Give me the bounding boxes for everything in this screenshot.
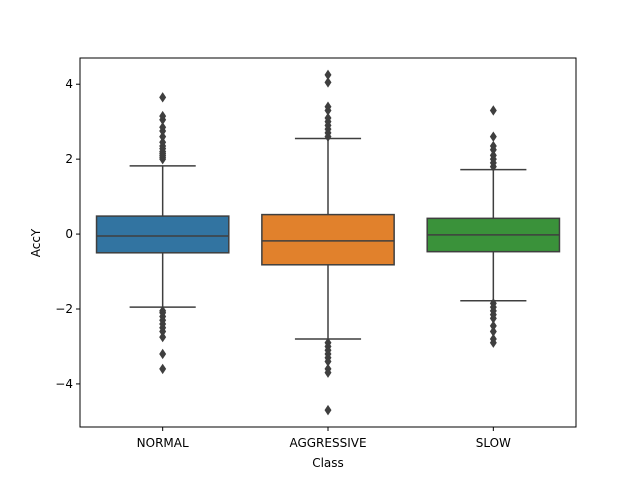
y-tick-label: 2 xyxy=(65,152,73,166)
y-tick-label: 0 xyxy=(65,227,73,241)
outlier-aggressive xyxy=(324,112,332,124)
outlier-aggressive xyxy=(324,77,332,88)
outlier-normal xyxy=(159,122,167,133)
outlier-aggressive xyxy=(324,101,332,112)
box-group-normal xyxy=(95,92,230,375)
outlier-normal xyxy=(159,348,167,360)
outlier-aggressive xyxy=(324,367,332,378)
outlier-normal xyxy=(159,92,167,103)
outlier-slow xyxy=(489,337,497,348)
box-normal xyxy=(95,215,230,254)
outlier-slow xyxy=(489,131,497,142)
outlier-aggressive xyxy=(324,69,332,81)
y-tick-label: 4 xyxy=(65,77,73,91)
outlier-slow xyxy=(489,150,497,161)
y-axis-label: AccY xyxy=(29,228,43,257)
outlier-aggressive xyxy=(324,404,332,416)
y-tick-label: −4 xyxy=(55,377,73,391)
outlier-slow xyxy=(489,105,497,116)
box-aggressive xyxy=(261,213,395,266)
x-tick-label: NORMAL xyxy=(137,436,189,450)
outlier-slow xyxy=(489,140,497,152)
plot-layer xyxy=(95,69,561,416)
y-tick-label: −2 xyxy=(55,302,73,316)
box-group-aggressive xyxy=(261,69,395,416)
outlier-normal xyxy=(159,363,167,375)
x-tick-label: SLOW xyxy=(476,436,511,450)
outlier-normal xyxy=(159,110,167,122)
box-group-slow xyxy=(426,105,561,348)
axis-layer: 4 2 0 −2 −4 NORMAL AGGRESSIVE SLOW xyxy=(55,57,577,450)
outlier-normal xyxy=(159,331,167,343)
outlier-normal xyxy=(159,137,167,148)
x-tick-label: AGGRESSIVE xyxy=(289,436,366,450)
x-axis-label: Class xyxy=(312,456,344,470)
outlier-normal xyxy=(159,131,167,142)
